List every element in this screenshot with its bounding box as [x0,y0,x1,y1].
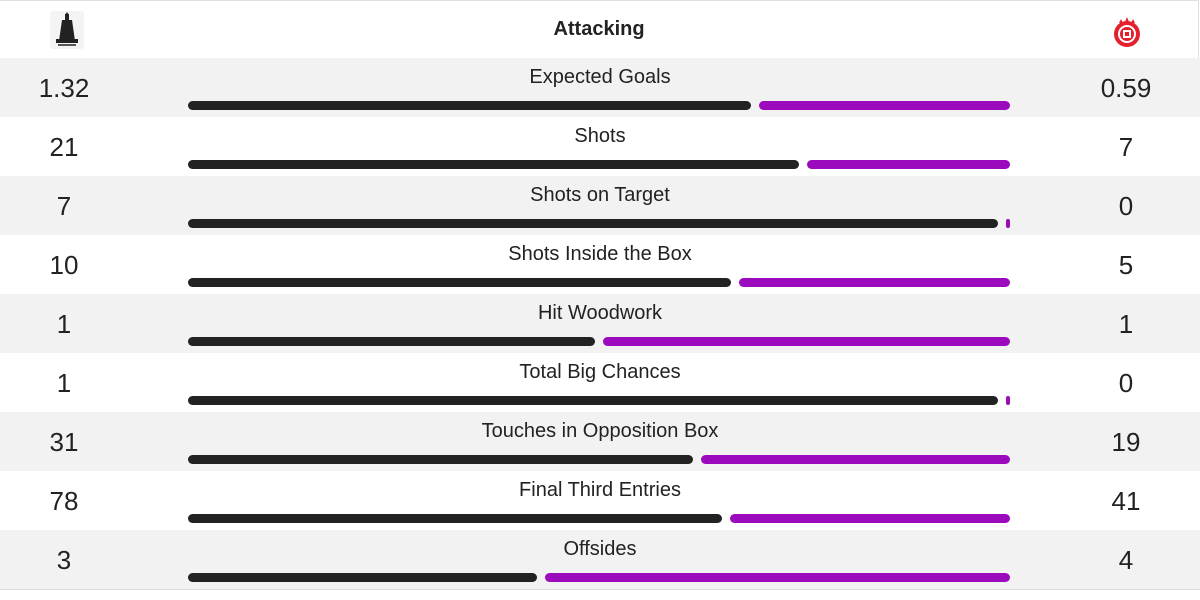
home-bar [188,101,751,110]
stat-row-touches-opposition-box: 31 Touches in Opposition Box 19 [0,412,1200,471]
away-bar [739,278,1010,287]
home-value: 78 [49,486,79,516]
stat-row-shots-on-target: 7 Shots on Target 0 [0,176,1200,235]
aberdeen-crest-icon [1111,15,1143,49]
away-value: 4 [1118,545,1134,575]
away-bar [1006,396,1010,405]
home-value: 31 [49,427,79,457]
away-bar [1006,219,1010,228]
home-bar [188,337,595,346]
stat-label: Shots [574,125,626,147]
stat-label: Final Third Entries [519,479,681,501]
away-bar [807,160,1010,169]
away-value: 41 [1111,486,1141,516]
away-bar [759,101,1010,110]
stat-row-final-third-entries: 78 Final Third Entries 41 [0,471,1200,530]
home-value: 10 [49,250,79,280]
stat-row-shots-inside-box: 10 Shots Inside the Box 5 [0,235,1200,294]
away-value: 19 [1111,427,1141,457]
stat-label: Shots Inside the Box [508,243,692,265]
stat-row-offsides: 3 Offsides 4 [0,530,1200,589]
away-bar [730,514,1010,523]
away-bar [701,455,1010,464]
section-header: Attacking [0,0,1199,59]
stat-row-expected-goals: 1.32 Expected Goals 0.59 [0,58,1200,117]
home-bar [188,160,799,169]
home-bar [188,278,731,287]
home-value: 1.32 [38,73,90,103]
stat-label: Touches in Opposition Box [481,420,719,442]
stat-row-shots: 21 Shots 7 [0,117,1200,176]
home-bar [188,219,998,228]
stat-row-total-big-chances: 1 Total Big Chances 0 [0,353,1200,412]
home-bar [188,573,537,582]
home-value: 3 [56,545,72,575]
away-value: 5 [1118,250,1134,280]
stat-label: Total Big Chances [519,361,681,383]
section-title: Attacking [553,18,645,40]
stat-label: Offsides [563,538,637,560]
away-value: 0.59 [1100,73,1152,103]
away-value: 7 [1118,132,1134,162]
stat-label: Expected Goals [529,66,671,88]
away-bar [603,337,1010,346]
away-bar [545,573,1010,582]
home-value: 1 [56,309,72,339]
home-bar [188,514,722,523]
home-value: 1 [56,368,72,398]
divider [0,589,1200,590]
falkirk-crest-icon [50,11,84,49]
stat-label: Shots on Target [530,184,670,206]
away-value: 0 [1118,368,1134,398]
home-value: 7 [56,191,72,221]
home-value: 21 [49,132,79,162]
stat-label: Hit Woodwork [537,302,663,324]
away-value: 1 [1118,309,1134,339]
home-bar [188,455,693,464]
stats-list: 1.32 Expected Goals 0.59 21 Shots 7 7 Sh… [0,58,1200,589]
stat-row-hit-woodwork: 1 Hit Woodwork 1 [0,294,1200,353]
away-value: 0 [1118,191,1134,221]
home-bar [188,396,998,405]
